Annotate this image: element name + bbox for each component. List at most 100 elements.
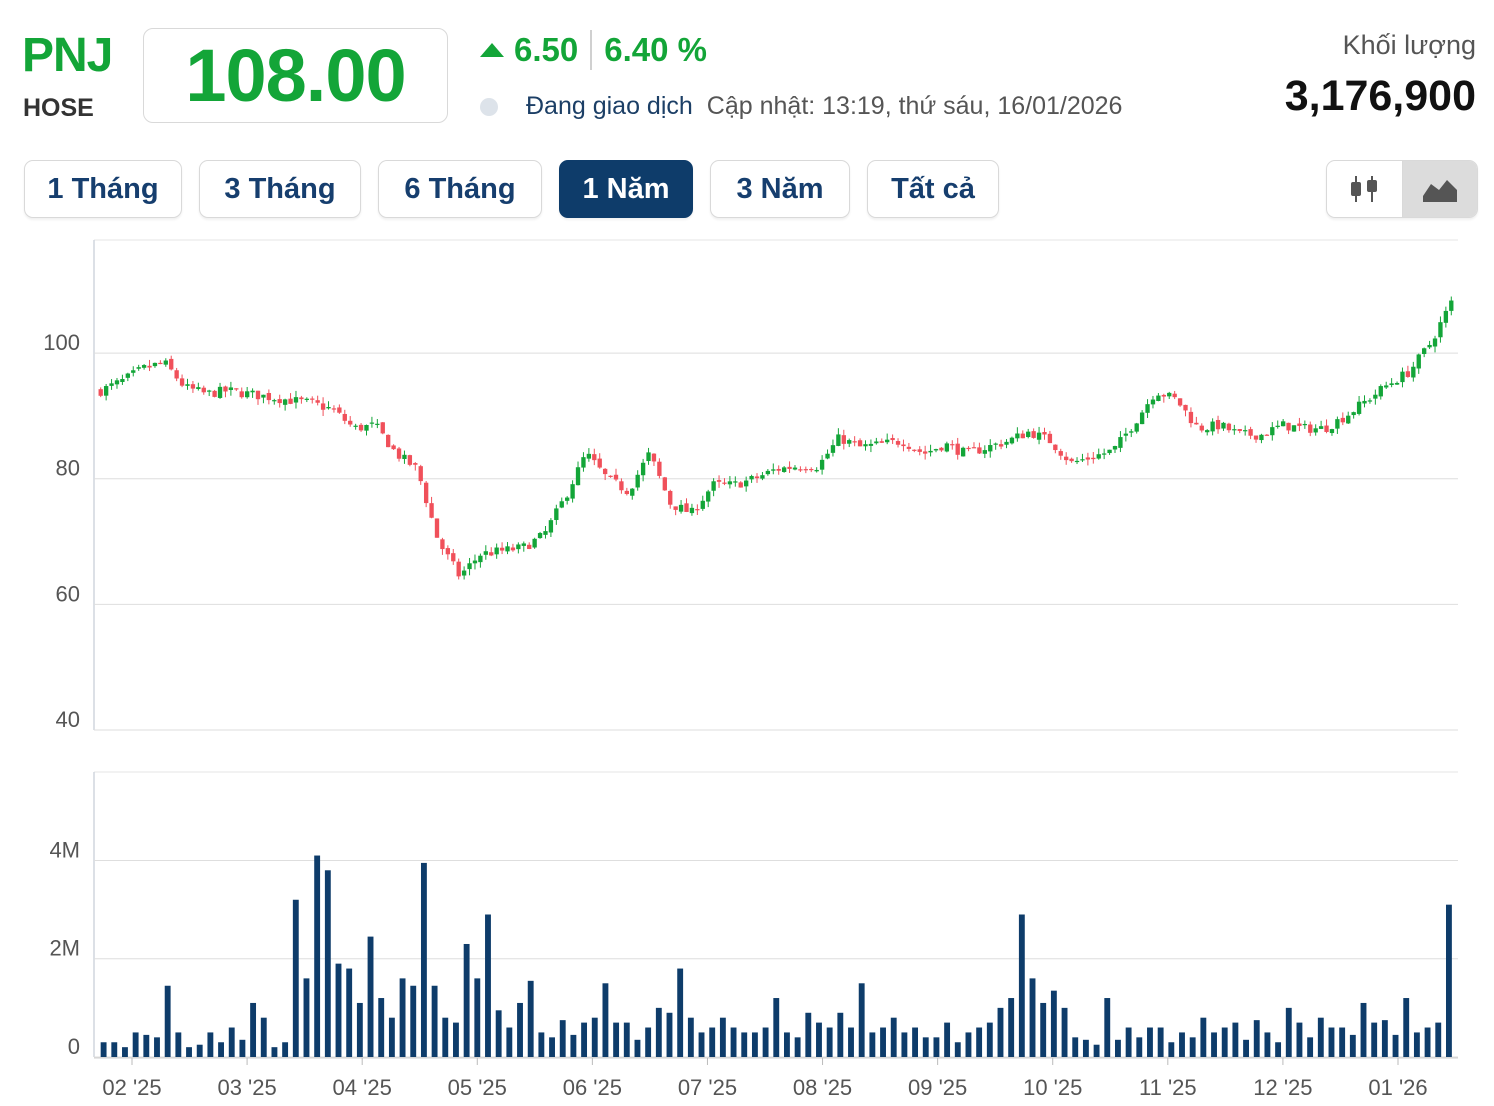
candle-body	[1215, 419, 1221, 430]
candle-body	[537, 533, 543, 539]
volume-bar	[581, 1022, 588, 1057]
tab-3-months[interactable]: 3 Tháng	[199, 160, 361, 218]
volume-bar	[186, 1047, 192, 1057]
x-tick-label: 04 '25	[333, 1075, 392, 1100]
volume-bar	[1029, 978, 1036, 1057]
volume-bar	[826, 1027, 833, 1057]
candle-body	[1069, 458, 1074, 462]
volume-bar	[474, 978, 481, 1057]
candle-body	[700, 500, 705, 509]
candle-body	[1167, 392, 1172, 397]
volume-bar	[741, 1032, 748, 1057]
candle-body	[874, 441, 879, 444]
volume-bar	[858, 983, 865, 1057]
candle-body	[1313, 428, 1318, 433]
candle-body	[1416, 354, 1421, 369]
candle-body	[776, 468, 781, 471]
area-chart-button[interactable]	[1401, 161, 1477, 217]
candle-body	[1259, 434, 1264, 441]
tab-all[interactable]: Tất cả	[867, 160, 999, 218]
volume-bar	[570, 1034, 577, 1057]
candle-body	[554, 508, 559, 520]
volume-bar	[1413, 1032, 1420, 1057]
candle-body	[1340, 417, 1345, 423]
candle-body	[1156, 395, 1161, 402]
candle-body	[440, 539, 445, 550]
volume-bar	[1093, 1044, 1100, 1057]
candle-body	[922, 451, 928, 454]
volume-bar	[175, 1032, 182, 1057]
volume-bar	[719, 1017, 726, 1057]
candle-body	[396, 448, 402, 459]
candle-body	[977, 447, 982, 454]
candle-body	[1085, 457, 1091, 460]
x-tick-label: 10 '25	[1023, 1075, 1082, 1100]
candle-body	[1367, 400, 1373, 402]
candle-body	[754, 476, 760, 479]
volume-bar	[420, 862, 427, 1057]
candle-body	[1221, 422, 1226, 429]
candle-body	[944, 443, 950, 452]
candle-body	[1389, 383, 1394, 386]
volume-bar	[794, 1037, 801, 1057]
volume-bar	[709, 1027, 716, 1057]
volume-tick-label: 2M	[49, 936, 80, 961]
candle-body	[413, 463, 418, 465]
candle-body	[1226, 423, 1232, 431]
tab-6-months[interactable]: 6 Tháng	[378, 160, 542, 218]
candle-body	[998, 444, 1004, 447]
candle-body	[1150, 399, 1156, 405]
trading-status: Đang giao dịch Cập nhật: 13:19, thứ sáu,…	[480, 92, 1122, 121]
candle-body	[581, 457, 586, 468]
volume-bar	[356, 1002, 363, 1057]
candle-body	[103, 386, 109, 396]
x-tick-label: 05 '25	[448, 1075, 507, 1100]
candle-body	[592, 454, 597, 461]
candle-body	[1199, 425, 1204, 431]
candle-body	[1177, 398, 1183, 406]
candle-body	[1101, 453, 1107, 455]
candle-body	[749, 476, 754, 480]
candle-body	[418, 466, 423, 482]
candle-body	[716, 480, 722, 482]
candle-body	[201, 387, 206, 393]
volume-bar	[848, 1027, 854, 1057]
volume-bar	[762, 1027, 769, 1057]
candle-body	[1362, 400, 1367, 404]
candle-body	[885, 439, 890, 443]
candle-body	[320, 403, 326, 410]
candle-body	[678, 504, 684, 512]
candle-body	[1275, 425, 1280, 427]
tab-3-years[interactable]: 3 Năm	[710, 160, 850, 218]
volume-bar	[1403, 998, 1410, 1057]
candle-body	[348, 420, 353, 425]
volume-bar	[922, 1037, 929, 1057]
candle-body	[1031, 431, 1036, 438]
volume-bar	[538, 1032, 545, 1057]
tab-1-month[interactable]: 1 Tháng	[24, 160, 182, 218]
volume-bar	[1018, 914, 1025, 1057]
candle-body	[510, 547, 516, 551]
tab-1-year[interactable]: 1 Năm	[559, 160, 693, 218]
volume-bar	[730, 1027, 737, 1057]
volume-bar	[1040, 1002, 1047, 1057]
candlestick-button[interactable]	[1327, 161, 1402, 217]
candle-body	[239, 391, 244, 398]
candle-body	[1118, 437, 1123, 448]
candle-body	[391, 445, 396, 450]
candle-body	[169, 358, 174, 370]
volume-tick-label: 0	[68, 1034, 80, 1059]
candle-body	[895, 441, 901, 445]
volume-bar	[645, 1027, 652, 1057]
candle-body	[250, 390, 255, 393]
candle-body	[1427, 344, 1432, 348]
volume-bar	[495, 1010, 502, 1057]
candle-body	[852, 441, 857, 443]
candle-body	[288, 398, 293, 404]
candle-body	[120, 379, 125, 383]
volume-bar	[282, 1042, 289, 1057]
volume-bar	[1296, 1022, 1303, 1057]
volume-bar	[976, 1027, 983, 1057]
volume-bar	[1328, 1027, 1335, 1057]
candle-body	[1378, 386, 1383, 397]
